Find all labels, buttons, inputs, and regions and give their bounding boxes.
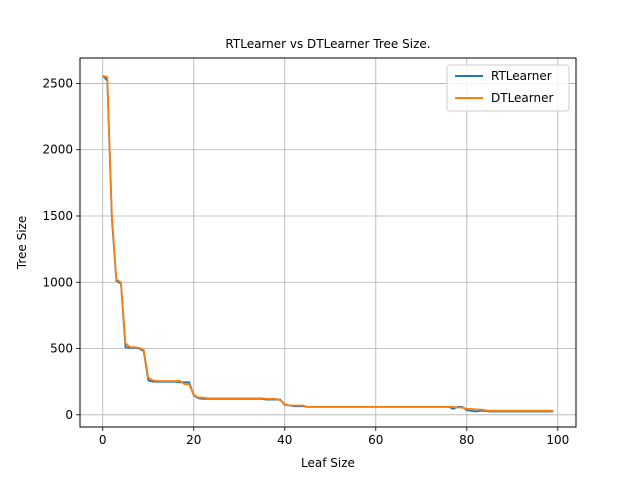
series-line-dtlearner <box>102 75 554 412</box>
y-tick-label: 2000 <box>42 143 73 157</box>
y-tick-label: 1500 <box>42 209 73 223</box>
x-tick-label: 60 <box>368 433 383 447</box>
x-tick-label: 0 <box>99 433 107 447</box>
legend-label-dtlearner: DTLearner <box>491 91 553 105</box>
chart-title: RTLearner vs DTLearner Tree Size. <box>225 37 430 51</box>
x-tick-label: 80 <box>459 433 474 447</box>
y-tick-label: 2500 <box>42 76 73 90</box>
legend-label-rtlearner: RTLearner <box>491 69 552 83</box>
y-tick-label: 1000 <box>42 275 73 289</box>
x-axis-label: Leaf Size <box>301 456 355 470</box>
y-axis-label: Tree Size <box>15 216 29 270</box>
y-tick-label: 500 <box>50 342 73 356</box>
x-tick-label: 40 <box>277 433 292 447</box>
legend: RTLearner DTLearner <box>446 64 570 112</box>
grid <box>80 58 576 427</box>
plot-frame <box>79 57 577 428</box>
x-tick-label: 20 <box>186 433 201 447</box>
y-tick-label: 0 <box>65 408 73 422</box>
series-layer <box>102 74 554 413</box>
x-tick-label: 100 <box>546 433 569 447</box>
